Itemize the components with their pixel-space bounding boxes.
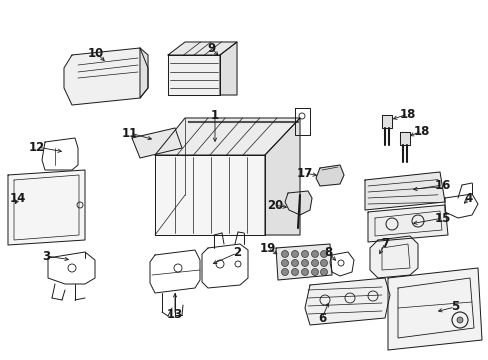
Circle shape xyxy=(320,260,327,266)
Circle shape xyxy=(456,317,462,323)
Text: 18: 18 xyxy=(399,108,415,121)
Polygon shape xyxy=(381,115,391,128)
Polygon shape xyxy=(155,118,299,155)
Polygon shape xyxy=(168,42,237,55)
Polygon shape xyxy=(220,42,237,95)
Polygon shape xyxy=(315,165,343,186)
Text: 20: 20 xyxy=(266,198,283,212)
Polygon shape xyxy=(168,55,220,95)
Circle shape xyxy=(301,260,308,266)
Text: 10: 10 xyxy=(88,46,104,59)
Polygon shape xyxy=(140,48,148,98)
Text: 5: 5 xyxy=(450,301,458,314)
Text: 14: 14 xyxy=(10,192,26,204)
Text: 7: 7 xyxy=(380,237,388,249)
Circle shape xyxy=(311,260,318,266)
Polygon shape xyxy=(399,132,409,145)
Polygon shape xyxy=(8,170,85,245)
Polygon shape xyxy=(369,236,417,278)
Text: 2: 2 xyxy=(232,247,241,260)
Polygon shape xyxy=(64,48,148,105)
Text: 1: 1 xyxy=(210,108,219,122)
Text: 18: 18 xyxy=(413,125,429,138)
Text: 6: 6 xyxy=(317,311,325,324)
Text: 9: 9 xyxy=(207,41,216,54)
Circle shape xyxy=(291,251,298,257)
Polygon shape xyxy=(364,172,444,210)
Text: 8: 8 xyxy=(323,246,331,258)
Circle shape xyxy=(291,260,298,266)
Polygon shape xyxy=(187,121,297,122)
Polygon shape xyxy=(305,278,389,325)
Text: 4: 4 xyxy=(464,192,472,204)
Text: 15: 15 xyxy=(434,212,450,225)
Text: 19: 19 xyxy=(259,242,276,255)
Text: 17: 17 xyxy=(296,166,312,180)
Circle shape xyxy=(281,251,288,257)
Polygon shape xyxy=(285,191,311,215)
Circle shape xyxy=(301,251,308,257)
Text: 12: 12 xyxy=(29,140,45,153)
Text: 11: 11 xyxy=(122,126,138,140)
Circle shape xyxy=(320,251,327,257)
Polygon shape xyxy=(132,128,182,158)
Text: 16: 16 xyxy=(434,179,450,192)
Polygon shape xyxy=(264,118,299,235)
Circle shape xyxy=(311,269,318,275)
Circle shape xyxy=(291,269,298,275)
Polygon shape xyxy=(155,155,264,235)
Circle shape xyxy=(281,260,288,266)
Text: 3: 3 xyxy=(42,249,50,262)
Text: 13: 13 xyxy=(166,309,183,321)
Polygon shape xyxy=(387,268,481,350)
Circle shape xyxy=(301,269,308,275)
Polygon shape xyxy=(367,205,447,242)
Circle shape xyxy=(320,269,327,275)
Circle shape xyxy=(311,251,318,257)
Polygon shape xyxy=(275,244,331,280)
Circle shape xyxy=(281,269,288,275)
